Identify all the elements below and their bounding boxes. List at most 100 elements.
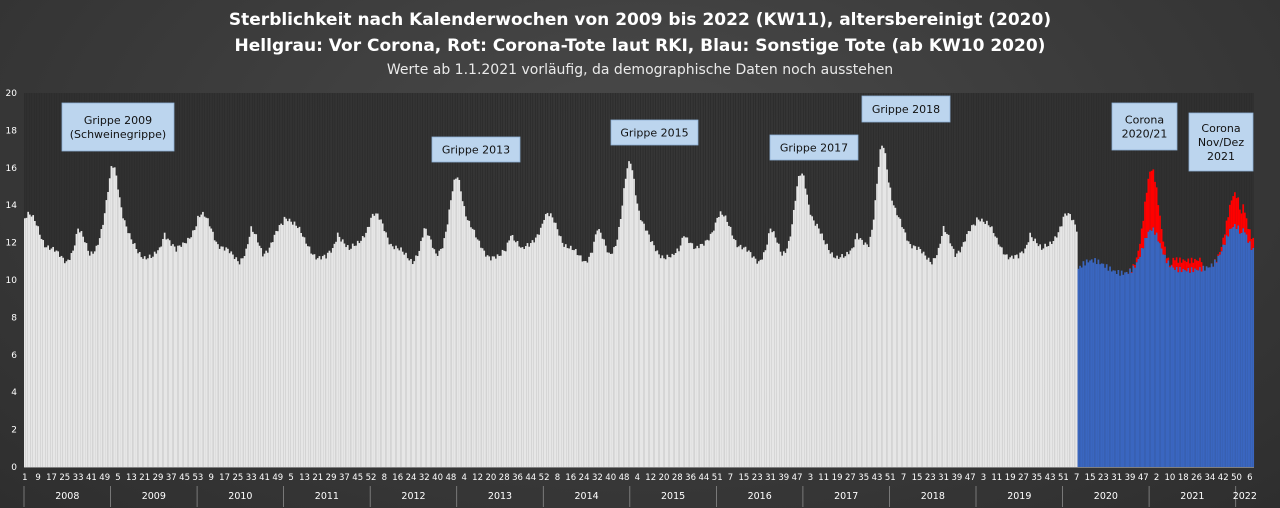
bar-pre-corona [418,250,421,467]
bar-pre-corona [872,219,875,467]
bar-pre-corona [766,244,769,467]
bar-pre-corona [396,248,399,467]
bar-pre-corona [117,189,119,467]
bar-pre-corona [984,223,987,467]
bar-pre-corona [891,200,893,467]
chart-subtitle: Hellgrau: Vor Corona, Rot: Corona-Tote l… [234,36,1046,56]
bar-pre-corona [926,259,928,467]
bar-pre-corona [202,211,204,467]
x-tick-label: 48 [619,473,630,483]
y-tick-label: 10 [6,276,18,286]
bar-pre-corona [656,250,659,467]
bar-pre-corona [744,246,747,467]
x-tick-label: 47 [792,473,803,483]
bar-other-deaths [1244,232,1246,467]
bar-pre-corona [158,247,161,467]
bar-pre-corona [491,256,494,467]
bar-pre-corona [326,252,329,467]
bar-other-deaths [1099,264,1101,467]
bar-pre-corona [929,261,932,467]
bar-pre-corona [281,224,284,467]
x-tick-label: 3 [808,473,813,483]
bar-pre-corona [593,241,595,467]
bar-pre-corona [258,245,261,467]
bar-other-deaths [1142,248,1145,467]
bar-corona-rki [1229,204,1231,229]
bar-other-deaths [1082,261,1085,467]
bar-other-deaths [1087,262,1090,467]
bar-corona-rki [1159,215,1161,244]
bar-pre-corona [348,249,351,467]
bar-pre-corona [987,225,990,467]
bar-other-deaths [1194,268,1196,467]
bar-other-deaths [1100,263,1103,467]
bar-pre-corona [445,231,447,467]
bar-pre-corona [694,248,697,467]
bar-pre-corona [338,236,341,467]
bar-pre-corona [686,237,689,467]
bar-corona-rki [1167,257,1170,261]
x-tick-label: 4 [635,473,640,483]
bar-pre-corona [410,258,412,467]
bar-pre-corona [952,248,955,467]
bar-other-deaths [1180,272,1183,467]
bar-pre-corona [85,243,88,467]
y-tick-label: 18 [6,126,18,136]
bar-pre-corona [310,253,312,467]
bar-pre-corona [917,246,920,467]
x-tick-label: 36 [512,473,523,483]
bar-corona-rki [1177,262,1180,273]
bar-pre-corona [228,253,231,467]
bar-pre-corona [664,259,667,467]
bar-other-deaths [1232,226,1235,467]
bar-pre-corona [822,240,825,467]
x-tick-label: 9 [35,473,40,483]
bar-pre-corona [40,238,43,467]
bar-pre-corona [578,255,580,467]
bar-other-deaths [1135,262,1138,467]
bar-pre-corona [663,258,665,467]
bar-pre-corona [676,248,679,467]
x-tick-label: 44 [525,473,536,483]
bar-pre-corona [976,217,978,467]
bar-other-deaths [1249,241,1251,467]
bar-pre-corona [175,251,178,467]
bar-pre-corona [814,225,817,467]
bar-pre-corona [523,248,526,467]
bar-pre-corona [113,167,116,467]
bar-other-deaths [1124,272,1126,467]
bar-corona-rki [1237,197,1240,226]
bar-pre-corona [1039,244,1041,467]
bar-other-deaths [1152,227,1155,467]
bar-other-deaths [1185,271,1188,467]
bar-other-deaths [1097,259,1100,467]
bar-pre-corona [350,248,352,467]
x-tick-label: 15 [738,473,749,483]
bar-other-deaths [1117,270,1120,467]
bar-pre-corona [441,248,444,467]
bar-pre-corona [1070,220,1073,467]
bar-pre-corona [906,240,908,467]
bar-pre-corona [716,217,719,467]
bar-other-deaths [1207,267,1210,467]
bar-other-deaths [1155,232,1158,467]
bar-pre-corona [541,223,544,467]
bar-pre-corona [673,254,675,467]
bar-corona-rki [1200,262,1203,272]
bar-other-deaths [1187,267,1190,467]
bar-pre-corona [401,251,404,467]
bar-corona-rki [1149,171,1151,230]
bar-pre-corona [851,248,853,467]
bar-other-deaths [1139,256,1141,467]
bar-pre-corona [148,254,151,467]
bar-pre-corona [415,255,417,467]
bar-pre-corona [857,239,860,467]
bar-corona-rki [1219,252,1221,255]
bar-other-deaths [1102,263,1105,467]
bar-pre-corona [440,248,442,467]
bar-pre-corona [425,228,427,467]
bar-pre-corona [107,191,109,468]
bar-pre-corona [220,246,223,467]
bar-pre-corona [794,200,797,467]
